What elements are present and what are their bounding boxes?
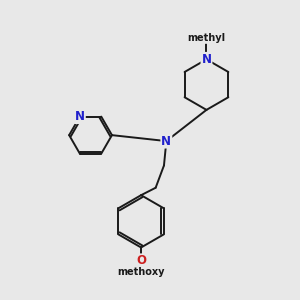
Text: N: N xyxy=(202,53,212,66)
Text: N: N xyxy=(161,135,171,148)
Text: N: N xyxy=(75,110,85,123)
Text: O: O xyxy=(136,254,146,267)
Text: methoxy: methoxy xyxy=(117,267,165,277)
Text: methyl: methyl xyxy=(188,33,226,43)
